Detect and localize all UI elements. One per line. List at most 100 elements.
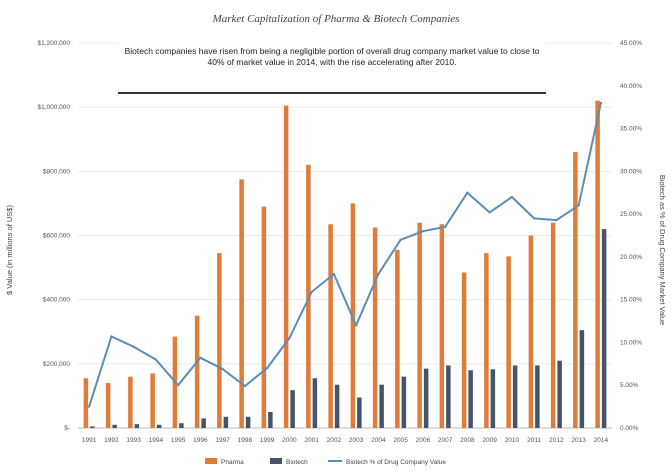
y2-axis-ticks: 0.00% 5.00% 10.00% 15.00% 20.00% 25.00% 30.00%… bbox=[620, 40, 642, 432]
bar-biotech bbox=[179, 423, 184, 428]
line-point bbox=[265, 366, 269, 370]
bar-biotech bbox=[334, 384, 340, 428]
bar-biotech bbox=[201, 418, 206, 428]
legend-label-biotech: Biotech bbox=[286, 459, 308, 466]
line-point bbox=[466, 191, 469, 194]
bar-biotech bbox=[223, 416, 229, 428]
line-point bbox=[399, 238, 402, 241]
x-tick-label: 2006 bbox=[416, 437, 431, 444]
y-tick-label: $1,000,000 bbox=[37, 104, 70, 111]
bar-biotech bbox=[446, 365, 451, 428]
x-tick-label: 2007 bbox=[438, 437, 453, 444]
x-tick-label: 2004 bbox=[371, 437, 386, 444]
x-tick-label: 1998 bbox=[238, 437, 253, 444]
line-point bbox=[154, 358, 158, 361]
line-point bbox=[288, 336, 291, 340]
bar-pharma bbox=[83, 378, 89, 428]
bar-pharma bbox=[239, 179, 244, 428]
line-point bbox=[110, 335, 113, 338]
y-tick-label: $400,000 bbox=[43, 297, 70, 304]
bar-pharma bbox=[573, 152, 578, 429]
bar-biotech bbox=[268, 411, 273, 428]
bar-pharma bbox=[461, 272, 467, 428]
percent-line bbox=[87, 101, 603, 408]
x-tick-label: 2010 bbox=[505, 437, 520, 444]
x-tick-label: 2002 bbox=[327, 437, 342, 444]
bar-biotech bbox=[290, 390, 295, 428]
x-tick-label: 1994 bbox=[149, 437, 164, 444]
x-tick-label: 2001 bbox=[304, 437, 319, 444]
bar-pharma bbox=[372, 227, 378, 428]
bar-biotech bbox=[156, 424, 162, 428]
y-tick-label: $200,000 bbox=[43, 361, 70, 368]
y-tick-label: $- bbox=[64, 425, 70, 432]
x-tick-label: 2014 bbox=[594, 437, 609, 444]
line-point bbox=[599, 101, 603, 105]
bar-biotech bbox=[557, 360, 562, 428]
y-tick-label: $600,000 bbox=[43, 233, 70, 240]
y2-axis-label: Biotech as % of Drug Company Market Valu… bbox=[658, 175, 667, 325]
bar-biotech bbox=[579, 330, 585, 428]
bar-pharma bbox=[261, 206, 267, 428]
bar-pharma bbox=[283, 105, 289, 428]
bar-biotech bbox=[245, 416, 251, 428]
x-tick-label: 1999 bbox=[260, 437, 275, 444]
bars bbox=[83, 100, 607, 429]
line-biotech-percent bbox=[88, 102, 602, 407]
x-tick-label: 1992 bbox=[104, 437, 119, 444]
line-point bbox=[377, 272, 380, 276]
bar-pharma bbox=[194, 315, 200, 428]
bar-biotech bbox=[112, 424, 117, 428]
line-point bbox=[532, 217, 536, 220]
x-tick-label: 2003 bbox=[349, 437, 364, 444]
bar-biotech bbox=[601, 229, 607, 428]
bar-biotech bbox=[90, 426, 95, 428]
y2-tick-label: 40.00% bbox=[620, 83, 642, 90]
legend-swatch-pharma bbox=[205, 458, 217, 464]
bar-pharma bbox=[328, 224, 333, 428]
line-point bbox=[577, 204, 580, 207]
legend-label-pharma: Pharma bbox=[221, 459, 244, 466]
x-tick-label: 2013 bbox=[571, 437, 586, 444]
x-tick-label: 1991 bbox=[82, 437, 97, 444]
bar-biotech bbox=[401, 376, 407, 428]
line-point bbox=[510, 195, 514, 199]
line-point bbox=[199, 356, 202, 360]
y-tick-label: $1,200,000 bbox=[37, 40, 70, 47]
bar-pharma bbox=[506, 256, 511, 428]
x-tick-label: 2011 bbox=[527, 437, 541, 444]
line-point bbox=[332, 272, 336, 276]
y2-tick-label: 20.00% bbox=[620, 254, 642, 261]
y2-tick-label: 35.00% bbox=[620, 126, 642, 133]
bar-pharma bbox=[439, 224, 445, 428]
line-point bbox=[243, 384, 247, 388]
annotation-box: Biotech companies have risen from being … bbox=[118, 42, 546, 94]
x-tick-label: 2009 bbox=[482, 437, 497, 444]
bar-pharma bbox=[217, 253, 222, 428]
bar-pharma bbox=[550, 222, 556, 428]
line-point bbox=[176, 384, 180, 387]
y2-tick-label: 45.00% bbox=[620, 40, 642, 47]
y2-tick-label: 10.00% bbox=[620, 339, 642, 346]
bar-pharma bbox=[484, 253, 489, 428]
x-tick-label: 2008 bbox=[460, 437, 475, 444]
bar-biotech bbox=[468, 370, 473, 428]
bar-biotech bbox=[490, 369, 496, 428]
y2-tick-label: 5.00% bbox=[620, 382, 639, 389]
bar-pharma bbox=[417, 222, 422, 428]
bar-biotech bbox=[357, 397, 362, 428]
bar-pharma bbox=[395, 249, 400, 428]
line-point bbox=[221, 367, 224, 371]
x-tick-label: 1997 bbox=[215, 437, 230, 444]
y-axis-ticks: $- $200,000 $400,000 $600,000 $800,000 $1,000… bbox=[37, 40, 70, 432]
legend-swatch-biotech bbox=[270, 458, 282, 464]
legend-label-percent: Biotech % of Drug Company Value bbox=[346, 459, 446, 466]
bar-biotech bbox=[134, 424, 140, 428]
legend: Pharma Biotech Biotech % of Drug Company V… bbox=[205, 458, 446, 466]
line-point bbox=[421, 230, 425, 233]
bar-biotech bbox=[423, 368, 429, 428]
line-point bbox=[354, 324, 358, 327]
bar-pharma bbox=[105, 383, 111, 428]
bar-biotech bbox=[312, 378, 318, 428]
